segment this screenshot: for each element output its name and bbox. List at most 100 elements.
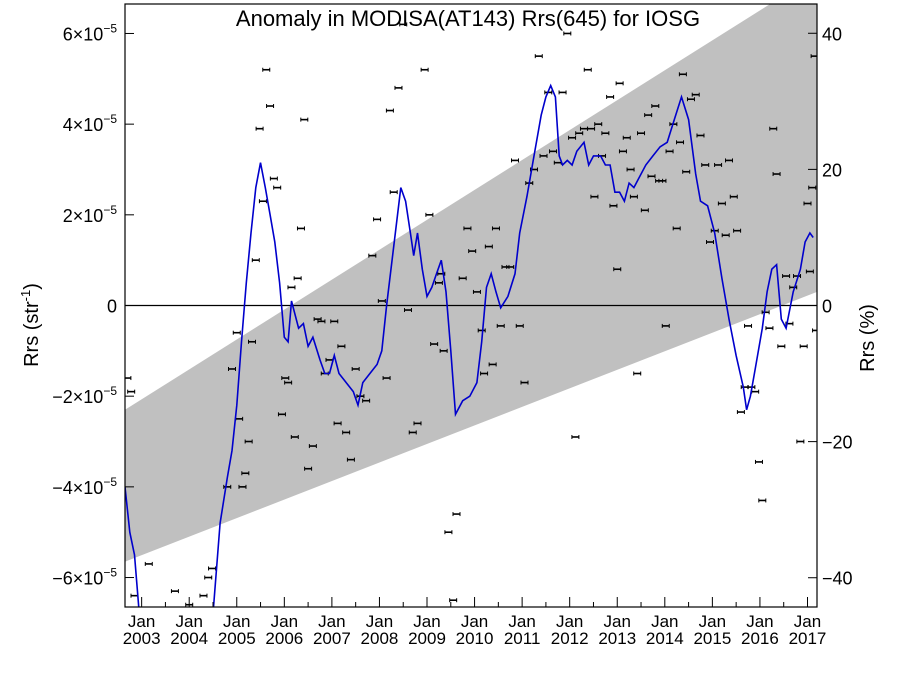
data-point: [468, 249, 477, 254]
data-point: [351, 366, 360, 371]
y-tick-label-right: 0: [822, 297, 832, 317]
data-point: [568, 135, 577, 140]
x-tick-month: Jan: [175, 612, 202, 631]
x-tick-year: 2016: [741, 629, 779, 648]
data-point: [238, 484, 247, 489]
data-point: [385, 108, 394, 113]
data-point: [403, 308, 412, 313]
data-point: [228, 366, 237, 371]
data-point: [484, 244, 493, 249]
x-tick-year: 2017: [789, 629, 827, 648]
data-point: [647, 174, 656, 179]
data-point: [394, 85, 403, 90]
data-point: [382, 376, 391, 381]
data-point: [644, 113, 653, 118]
uncertainty-band: [125, 4, 817, 562]
x-tick-year: 2011: [504, 629, 541, 648]
data-point: [408, 430, 417, 435]
chart-title: Anomaly in MODISA(AT143) Rrs(645) for IO…: [236, 6, 700, 31]
data-point: [682, 169, 691, 174]
x-tick-year: 2015: [693, 629, 731, 648]
data-point: [496, 323, 505, 328]
data-point: [199, 593, 208, 598]
x-tick-month: Jan: [223, 612, 250, 631]
x-tick-year: 2009: [408, 629, 446, 648]
data-point: [789, 285, 798, 290]
x-tick-month: Jan: [651, 612, 678, 631]
data-point: [377, 298, 386, 303]
data-point: [258, 199, 267, 204]
x-tick-month: Jan: [604, 612, 631, 631]
x-tick-year: 2007: [313, 629, 351, 648]
x-tick-month: Jan: [128, 612, 155, 631]
data-point: [300, 117, 309, 122]
data-point: [777, 344, 786, 349]
data-point: [342, 430, 351, 435]
data-point: [640, 208, 649, 213]
data-point: [430, 342, 439, 347]
data-point: [651, 104, 660, 109]
x-tick-month: Jan: [699, 612, 726, 631]
data-point: [458, 276, 467, 281]
data-point: [805, 269, 814, 274]
data-point: [606, 94, 615, 99]
data-point: [241, 471, 250, 476]
data-point: [434, 280, 443, 285]
y-tick-label: 4×10−5: [63, 112, 118, 135]
data-point: [520, 380, 529, 385]
data-point: [287, 285, 296, 290]
data-point: [803, 201, 812, 206]
data-point: [491, 226, 500, 231]
data-point: [389, 190, 398, 195]
data-point: [714, 162, 723, 167]
data-point: [754, 459, 763, 464]
data-point: [425, 212, 434, 217]
data-point: [637, 131, 646, 136]
data-point: [170, 589, 179, 594]
data-point: [413, 421, 422, 426]
x-tick-year: 2003: [123, 629, 161, 648]
x-tick-month: Jan: [794, 612, 821, 631]
data-point: [420, 67, 429, 72]
data-point: [337, 344, 346, 349]
y-axis-label-right: Rrs (%): [857, 304, 879, 372]
data-point: [782, 274, 791, 279]
data-point: [583, 67, 592, 72]
data-point: [676, 140, 685, 145]
x-tick-month: Jan: [271, 612, 298, 631]
data-point: [317, 319, 326, 324]
x-tick-year: 2006: [265, 629, 303, 648]
data-point: [534, 54, 543, 59]
x-tick-month: Jan: [746, 612, 773, 631]
data-point: [290, 434, 299, 439]
data-point: [575, 131, 584, 136]
x-tick-year: 2013: [598, 629, 636, 648]
data-point: [549, 149, 558, 154]
data-point: [691, 92, 700, 97]
data-point: [613, 267, 622, 272]
data-point: [266, 104, 275, 109]
data-point: [223, 484, 232, 489]
data-point: [362, 398, 371, 403]
data-point: [247, 339, 256, 344]
data-point: [615, 81, 624, 86]
data-point: [701, 162, 710, 167]
data-point: [488, 362, 497, 367]
data-point: [601, 131, 610, 136]
x-tick-year: 2010: [456, 629, 494, 648]
y-tick-label: 0: [107, 297, 117, 317]
data-point: [208, 566, 217, 571]
y-tick-label: −4×10−5: [52, 475, 117, 498]
data-point: [262, 67, 271, 72]
data-point: [373, 217, 382, 222]
data-point: [204, 575, 213, 580]
data-point: [368, 253, 377, 258]
data-point: [444, 530, 453, 535]
data-point: [609, 203, 618, 208]
data-point: [772, 172, 781, 177]
x-tick-year: 2012: [551, 629, 589, 648]
data-point: [472, 289, 481, 294]
y-tick-label-right: −40: [822, 569, 853, 589]
data-point: [758, 498, 767, 503]
